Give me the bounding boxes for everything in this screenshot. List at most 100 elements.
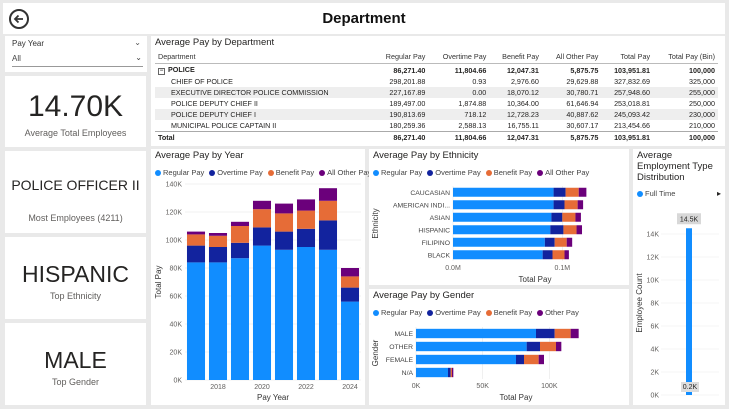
bar-segment: [208, 262, 228, 380]
bar-segment: [186, 231, 206, 235]
x-tick-label: 2020: [254, 384, 270, 391]
bar-segment: [252, 200, 272, 210]
pay-year-dropdown[interactable]: All ⌄: [12, 53, 143, 67]
avg-pay-by-year-chart: Average Pay by Year Regular Pay Overtime …: [151, 149, 371, 405]
kpi-label: Most Employees (4211): [28, 213, 123, 223]
column-header[interactable]: All Other Pay: [541, 50, 602, 64]
legend-item: Regular Pay: [155, 168, 204, 177]
legend-item: Benefit Pay: [267, 168, 314, 177]
data-label-bg: [677, 213, 701, 225]
column-header[interactable]: Benefit Pay: [489, 50, 542, 64]
bar-segment: [564, 250, 569, 260]
bar-segment: [296, 199, 316, 211]
table-header-row: Department Regular Pay Overtime Pay Bene…: [155, 50, 718, 64]
y-tick-label: 60K: [170, 294, 183, 301]
kpi-label: Top Gender: [51, 377, 100, 387]
bar-segment: [553, 187, 566, 197]
bar-segment: [318, 188, 338, 201]
bar-segment: [544, 237, 555, 247]
column-header[interactable]: Department: [155, 50, 373, 64]
column-header[interactable]: Overtime Pay: [428, 50, 490, 64]
gender-chart-svg: 0K 50K 100K MALE OTHER FEMALE N/A Total Pay Gend…: [371, 327, 579, 402]
legend-item: Benefit Pay: [485, 168, 532, 177]
year-chart-svg: 0K 20K 40K 60K 80K 100K 120K 140K 2018 2020 2022 20…: [154, 182, 361, 402]
bar-segment: [230, 226, 250, 243]
slicer-title: Pay Year: [12, 39, 45, 48]
category-label: HISPANIC: [418, 227, 450, 234]
table-row[interactable]: POLICE DEPUTY CHIEF II 189,497.00 1,874.88…: [171, 99, 715, 108]
bar-segment: [453, 250, 543, 260]
kpi-value: 14.70K: [27, 90, 124, 123]
bar-segment: [252, 209, 272, 228]
bar-segment: [186, 262, 206, 380]
bar-segment: [540, 341, 556, 352]
employment-type-chart: Average Employment Type Distribution Ful…: [633, 149, 725, 405]
employment-chart-svg: 0K 2K 4K 6K 8K 10K 12K 14K 14.5K 0.2K Employee Cou…: [635, 213, 719, 400]
table-row[interactable]: − POLICE 86,271.40 11,804.66 12,047.31 5,…: [158, 65, 715, 75]
kpi-label: Top Ethnicity: [49, 291, 102, 301]
legend-item: Regular Pay: [373, 168, 422, 177]
kpi-label: Average Total Employees: [24, 128, 127, 138]
category-label: AMERICAN INDI...: [393, 202, 450, 209]
category-label: ASIAN: [430, 215, 450, 222]
x-tick-label: 50K: [476, 383, 489, 390]
pay-year-slicer[interactable]: Pay Year ⌄ All ⌄: [5, 36, 147, 72]
x-tick-label: 0.0M: [445, 265, 461, 272]
bar-segment: [274, 203, 294, 214]
bar-segment: [551, 212, 563, 222]
y-tick-label: 14K: [647, 232, 660, 239]
bar-segment: [453, 225, 551, 235]
y-tick-label: 10K: [647, 278, 660, 285]
bar-segment: [576, 225, 583, 235]
ethnicity-chart-svg: 0.0M 0.1M CAUCASIAN AMERICAN INDI... ASIAN HI…: [371, 186, 587, 284]
collapse-icon[interactable]: −: [158, 68, 165, 75]
bar-segment: [340, 301, 360, 380]
x-axis-title: Total Pay: [500, 393, 533, 402]
visual-title: Average Pay by Gender: [373, 290, 475, 301]
matrix-table: Department Regular Pay Overtime Pay Bene…: [155, 50, 718, 143]
bar-segment: [570, 328, 579, 339]
table-row[interactable]: CHIEF OF POLICE 298,201.88 0.93 2,976.60 29,…: [171, 77, 715, 86]
kpi-value: MALE: [44, 347, 107, 373]
chevron-down-icon[interactable]: ⌄: [134, 38, 141, 47]
bar-full-time: [686, 228, 692, 395]
bar-segment: [318, 200, 338, 221]
bar-segment: [565, 187, 579, 197]
column-header[interactable]: Total Pay: [601, 50, 654, 64]
bar-segment: [274, 231, 294, 250]
bar-segment: [550, 225, 564, 235]
bar-segment: [563, 225, 577, 235]
legend-dot-other: [537, 170, 544, 176]
bar-segment: [453, 187, 554, 197]
y-tick-label: 0K: [650, 393, 659, 400]
bar-segment: [448, 367, 451, 378]
kpi-card-top-gender: MALE Top Gender: [5, 323, 146, 405]
kpi-card-most-employees: POLICE OFFICER II Most Employees (4211): [5, 151, 146, 233]
bar-segment: [453, 212, 552, 222]
bar-segment: [577, 200, 584, 210]
table-row[interactable]: MUNICIPAL POLICE CAPTAIN II 180,259.36 2,5…: [171, 121, 715, 130]
kpi-card-top-ethnicity: HISPANIC Top Ethnicity: [5, 237, 146, 319]
legend-item: Full Time: [637, 189, 675, 198]
column-header[interactable]: Total Pay (Bin): [653, 50, 718, 64]
bar-segment: [230, 242, 250, 259]
category-label: FILIPINO: [422, 240, 450, 247]
bar-segment: [274, 213, 294, 232]
table-row[interactable]: POLICE DEPUTY CHIEF I 190,813.69 718.12 12,…: [155, 109, 718, 120]
bar-segment: [553, 200, 565, 210]
kpi-value: POLICE OFFICER II: [11, 177, 140, 193]
table-row[interactable]: EXECUTIVE DIRECTOR POLICE COMMISSION 227,…: [155, 87, 718, 98]
bar-segment: [524, 354, 539, 365]
visual-title: Average Pay by Year: [155, 150, 244, 161]
y-tick-label: 100K: [166, 238, 183, 245]
bar-segment: [554, 328, 571, 339]
bar-segment: [186, 234, 206, 246]
back-button[interactable]: [9, 9, 29, 29]
legend-next-arrow-icon[interactable]: ▸: [716, 189, 721, 198]
legend-dot-overtime: [427, 170, 434, 176]
legend-dot-benefit: [485, 310, 492, 316]
column-header[interactable]: Regular Pay: [372, 50, 429, 64]
bar-segment: [542, 250, 553, 260]
category-label: FEMALE: [386, 357, 414, 364]
